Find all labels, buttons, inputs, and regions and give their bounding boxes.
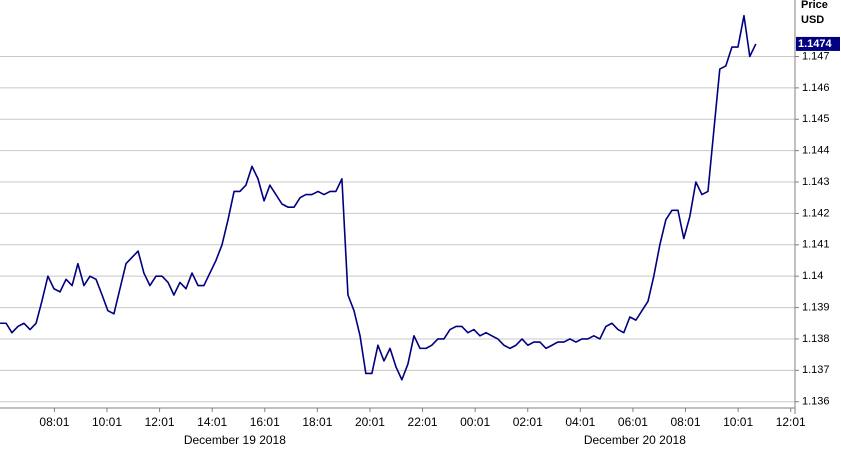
y-tick-label: 1.146 (802, 82, 830, 94)
x-tick-label: 08:01 (39, 415, 69, 429)
x-tick-label: 08:01 (671, 415, 701, 429)
x-tick-label: 10:01 (723, 415, 753, 429)
y-tick-label: 1.142 (802, 207, 830, 219)
x-tick-label: 10:01 (92, 415, 122, 429)
y-tick-label: 1.14 (802, 270, 823, 282)
y-tick-label: 1.139 (802, 301, 830, 313)
y-tick-label: 1.145 (802, 113, 830, 125)
x-tick-label: 12:01 (776, 415, 806, 429)
x-tick-label: 14:01 (197, 415, 227, 429)
date-label: December 19 2018 (184, 433, 286, 447)
x-tick-label: 16:01 (250, 415, 280, 429)
x-tick-label: 04:01 (565, 415, 595, 429)
x-tick-label: 22:01 (408, 415, 438, 429)
y-tick-label: 1.143 (802, 176, 830, 188)
last-price-label: 1.1474 (798, 38, 833, 50)
y-tick-label: 1.141 (802, 239, 830, 251)
y-tick-label: 1.147 (802, 50, 830, 62)
x-tick-label: 06:01 (618, 415, 648, 429)
y-axis-unit: USD (801, 14, 824, 26)
x-tick-label: 20:01 (355, 415, 385, 429)
last-price-box (796, 36, 840, 51)
x-tick-label: 00:01 (460, 415, 490, 429)
y-tick-label: 1.137 (802, 364, 830, 376)
x-tick-label: 18:01 (302, 415, 332, 429)
y-tick-label: 1.138 (802, 333, 830, 345)
x-tick-label: 12:01 (145, 415, 175, 429)
y-tick-label: 1.144 (802, 145, 830, 157)
y-tick-label: 1.136 (802, 396, 830, 408)
price-line (0, 14, 757, 381)
date-label: December 20 2018 (584, 433, 686, 447)
x-tick-label: 02:01 (513, 415, 543, 429)
y-axis-label: Price (801, 0, 828, 11)
